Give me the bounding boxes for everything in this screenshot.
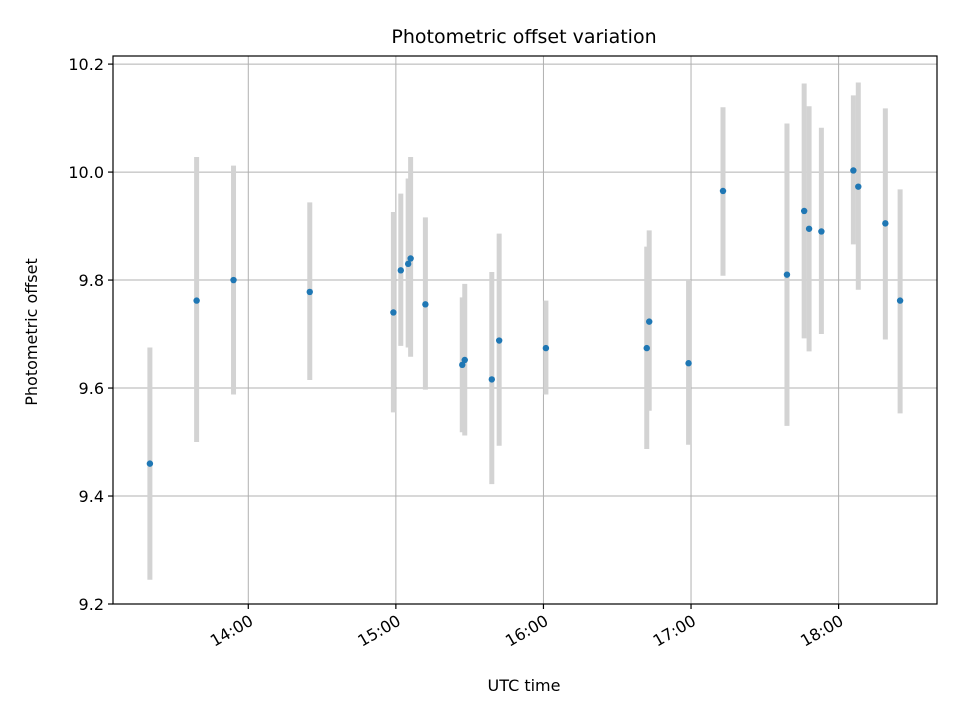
x-tick-label: 15:00 [354,611,403,651]
data-point [685,360,692,367]
data-point [783,271,791,278]
data-point [488,376,495,383]
y-tick-label: 9.2 [79,595,104,614]
data-point [422,301,429,308]
data-point [193,297,200,304]
data-point [542,344,550,352]
data-point [800,207,808,215]
data-point [850,167,857,174]
data-point [719,187,727,195]
data-point [404,260,412,268]
x-tick-label: 16:00 [502,611,551,651]
data-point [459,361,466,369]
x-tick-label: 18:00 [797,611,846,651]
y-tick-label: 9.6 [79,379,104,398]
y-tick-label: 10.0 [68,163,104,182]
error-bars [147,82,903,580]
data-point [461,356,468,364]
data-point [818,228,825,235]
data-point [643,344,650,352]
data-point [306,288,313,296]
y-tick-label: 9.8 [79,271,104,290]
y-axis-ticks: 9.2 9.4 9.6 9.8 10.0 10.2 [68,55,113,614]
chart-title: Photometric offset variation [391,26,656,48]
data-point [230,276,237,284]
data-point [407,255,414,262]
plot-area-frame [112,55,938,605]
data-point [855,183,862,190]
data-point [805,225,813,232]
x-tick-label: 14:00 [207,611,256,651]
x-axis-label: UTC time [488,676,561,695]
y-tick-label: 10.2 [68,55,104,74]
grid-lines [113,56,937,605]
x-axis-ticks: 14:00 15:00 16:00 17:00 18:00 [207,604,847,651]
data-point [882,220,889,227]
data-point [397,267,404,274]
x-tick-label: 17:00 [650,611,699,651]
y-tick-label: 9.4 [79,487,104,506]
data-point [646,318,653,325]
data-point [896,297,904,304]
data-points [146,167,904,467]
data-point [146,460,154,467]
y-axis-label: Photometric offset [22,258,41,406]
data-point [495,337,503,344]
data-point [390,309,397,316]
